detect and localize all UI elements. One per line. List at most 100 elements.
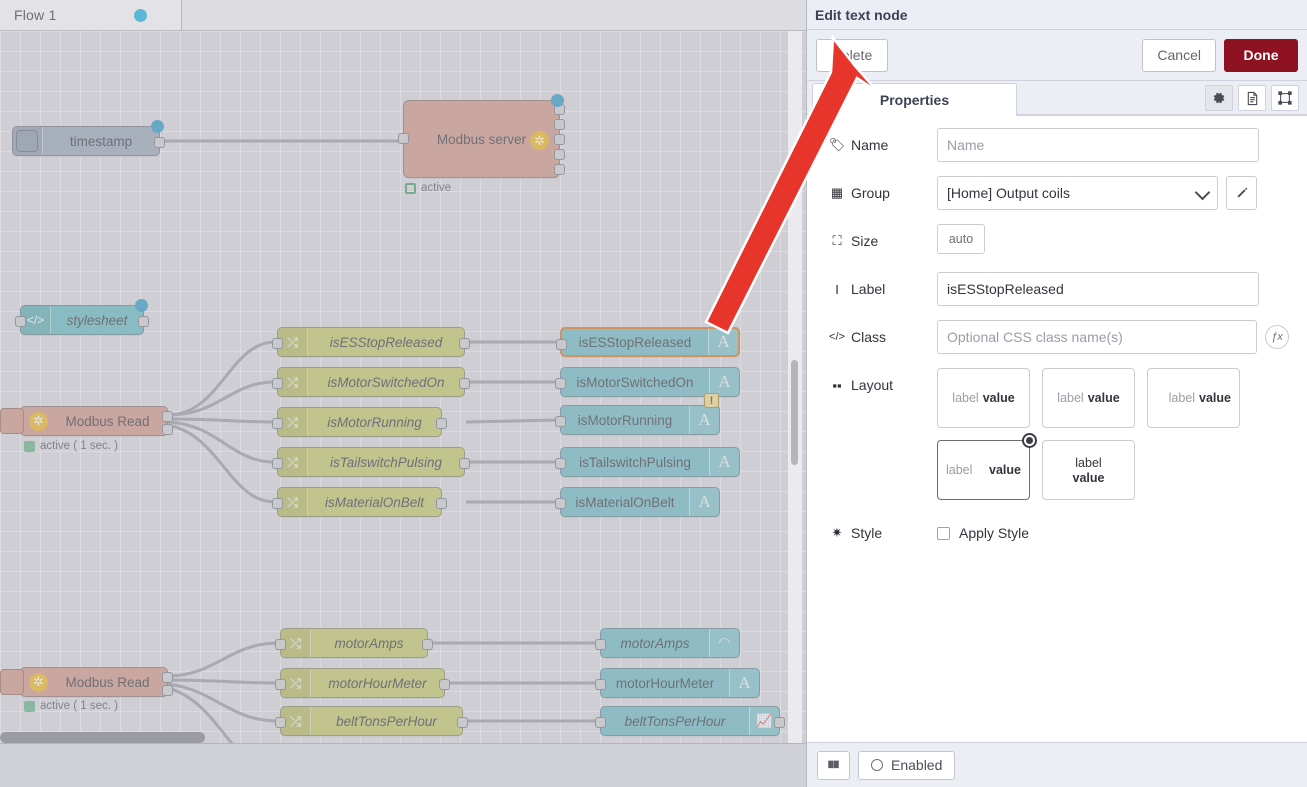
node-change-ismotorswitchedon[interactable]: ⤮ isMotorSwitchedOn bbox=[272, 367, 470, 397]
layout-option-2[interactable]: label value bbox=[1042, 368, 1135, 428]
node-change-ismaterialonbelt[interactable]: ⤮ isMaterialOnBelt bbox=[272, 487, 447, 517]
expression-fx-button[interactable]: ƒx bbox=[1265, 325, 1289, 349]
gauge-widget-icon: ◠ bbox=[709, 629, 739, 657]
node-warning-badge[interactable]: ! bbox=[704, 393, 719, 408]
node-input-port[interactable] bbox=[555, 378, 566, 389]
canvas-vscroll-thumb[interactable] bbox=[791, 360, 798, 465]
node-output-port[interactable] bbox=[422, 639, 433, 650]
node-output-port[interactable] bbox=[459, 378, 470, 389]
node-output-port[interactable] bbox=[154, 137, 165, 148]
node-input-port[interactable] bbox=[275, 679, 286, 690]
layout-label-text: label bbox=[952, 391, 979, 405]
status-square-icon bbox=[24, 440, 35, 452]
node-output-port[interactable] bbox=[436, 418, 447, 429]
node-label: isMotorSwitchedOn bbox=[327, 374, 445, 390]
tab-properties[interactable]: Properties bbox=[812, 83, 1017, 116]
panel-title: Edit text node bbox=[807, 0, 1307, 30]
flow-tab-flow1[interactable]: Flow 1 bbox=[0, 0, 182, 31]
node-ui-text-motorhourmeter[interactable]: motorHourMeter A bbox=[595, 668, 760, 698]
node-change-ismotorrunning[interactable]: ⤮ isMotorRunning bbox=[272, 407, 447, 437]
size-button[interactable]: auto bbox=[937, 224, 985, 254]
appearance-icon[interactable] bbox=[1271, 85, 1299, 111]
node-input-port[interactable] bbox=[275, 639, 286, 650]
node-input-port[interactable] bbox=[555, 458, 566, 469]
flow-tab-label: Flow 1 bbox=[14, 7, 57, 23]
node-ui-text-istailswitchpulsing[interactable]: isTailswitchPulsing A bbox=[555, 447, 740, 477]
node-input-port[interactable] bbox=[398, 133, 409, 144]
node-label: Modbus Read bbox=[65, 674, 150, 690]
label-input[interactable] bbox=[937, 272, 1259, 306]
layout-selected-radio[interactable] bbox=[1022, 433, 1037, 448]
enabled-toggle-button[interactable]: Enabled bbox=[858, 750, 956, 780]
node-change-istailswitchpulsing[interactable]: ⤮ isTailswitchPulsing bbox=[272, 447, 470, 477]
apply-style-checkbox-row[interactable]: Apply Style bbox=[937, 516, 1029, 550]
edit-group-button[interactable] bbox=[1226, 176, 1257, 210]
node-input-port[interactable] bbox=[595, 717, 606, 728]
description-doc-icon[interactable] bbox=[1238, 85, 1266, 111]
node-ui-text-ismaterialonbelt[interactable]: isMaterialOnBelt A bbox=[555, 487, 720, 517]
node-input-port[interactable] bbox=[275, 717, 286, 728]
node-input-port[interactable] bbox=[272, 498, 283, 509]
node-output-port-2[interactable] bbox=[162, 685, 173, 696]
class-field-label: </> Class bbox=[829, 320, 937, 354]
node-output-port[interactable] bbox=[459, 458, 470, 469]
node-change-motoramps[interactable]: ⤮ motorAmps bbox=[275, 628, 433, 658]
node-modbus-read-2[interactable]: ✲ Modbus Read bbox=[20, 667, 173, 697]
node-output-port-1[interactable] bbox=[162, 672, 173, 683]
flow-tabbar[interactable]: Flow 1 bbox=[0, 0, 806, 31]
layout-option-4[interactable]: label value bbox=[937, 433, 1037, 500]
node-output-port[interactable] bbox=[439, 679, 450, 690]
node-change-isestopreleased[interactable]: ⤮ isESStopReleased bbox=[272, 327, 470, 357]
node-modbus-read-1[interactable]: ✲ Modbus Read bbox=[20, 406, 173, 436]
node-input-port[interactable] bbox=[272, 338, 283, 349]
node-label: isMotorSwitchedOn bbox=[576, 374, 694, 390]
node-input-port[interactable] bbox=[595, 679, 606, 690]
node-input-port[interactable] bbox=[272, 378, 283, 389]
group-select[interactable]: [Home] Output coils bbox=[937, 176, 1218, 210]
layout-option-1[interactable]: label value bbox=[937, 368, 1030, 428]
node-output-ports[interactable] bbox=[554, 104, 565, 179]
node-output-port-1[interactable] bbox=[162, 411, 173, 422]
tabbar-empty-area[interactable] bbox=[182, 0, 806, 31]
node-change-motorhourmeter[interactable]: ⤮ motorHourMeter bbox=[275, 668, 450, 698]
doc-icon-svg bbox=[1247, 91, 1257, 105]
node-input-port[interactable] bbox=[555, 416, 566, 427]
node-ui-text-isestopreleased[interactable]: isESStopReleased A bbox=[556, 327, 740, 357]
style-field-label: ✷ Style bbox=[829, 516, 937, 550]
node-input-port[interactable] bbox=[595, 639, 606, 650]
template-code-icon: </> bbox=[21, 306, 51, 334]
change-icon: ⤮ bbox=[278, 368, 308, 396]
node-ui-gauge-motoramps[interactable]: motorAmps ◠ bbox=[595, 628, 740, 658]
node-stylesheet[interactable]: </> stylesheet bbox=[15, 299, 149, 335]
node-ui-text-ismotorrunning[interactable]: isMotorRunning A bbox=[555, 405, 720, 435]
gear-icon[interactable] bbox=[1205, 85, 1233, 111]
node-input-port[interactable] bbox=[272, 458, 283, 469]
node-input-port[interactable] bbox=[272, 418, 283, 429]
node-input-port[interactable] bbox=[555, 498, 566, 509]
node-output-port-2[interactable] bbox=[162, 424, 173, 435]
flow-canvas[interactable]: ⇒ timestamp Modbus server ✲ active </> s… bbox=[0, 0, 806, 787]
cancel-button[interactable]: Cancel bbox=[1142, 38, 1216, 72]
node-ui-text-ismotorswitchedon[interactable]: isMotorSwitchedOn A bbox=[555, 367, 740, 397]
node-input-port[interactable] bbox=[15, 316, 26, 327]
node-change-belttonsperhour[interactable]: ⤮ beltTonsPerHour bbox=[275, 706, 468, 736]
node-output-port[interactable] bbox=[436, 498, 447, 509]
node-output-port[interactable] bbox=[774, 717, 785, 728]
layout-option-5[interactable]: label value bbox=[1042, 440, 1135, 500]
delete-button[interactable]: Delete bbox=[816, 38, 888, 72]
node-output-port[interactable] bbox=[138, 316, 149, 327]
node-help-book-button[interactable] bbox=[817, 750, 850, 780]
node-ui-chart-belttonsperhour[interactable]: beltTonsPerHour 📈 bbox=[595, 706, 785, 736]
done-button[interactable]: Done bbox=[1224, 38, 1298, 72]
canvas-hscroll-thumb[interactable] bbox=[0, 732, 205, 743]
node-output-port[interactable] bbox=[459, 338, 470, 349]
field-row-style: ✷ Style Apply Style bbox=[829, 516, 1289, 550]
name-input[interactable] bbox=[937, 128, 1259, 162]
node-output-port[interactable] bbox=[457, 717, 468, 728]
node-input-port[interactable] bbox=[556, 339, 567, 350]
apply-style-checkbox[interactable] bbox=[937, 526, 950, 540]
layout-option-3[interactable]: label value bbox=[1147, 368, 1240, 428]
node-modbus-server[interactable]: Modbus server ✲ bbox=[398, 94, 565, 178]
class-input[interactable] bbox=[937, 320, 1258, 354]
inject-button[interactable] bbox=[16, 130, 38, 152]
